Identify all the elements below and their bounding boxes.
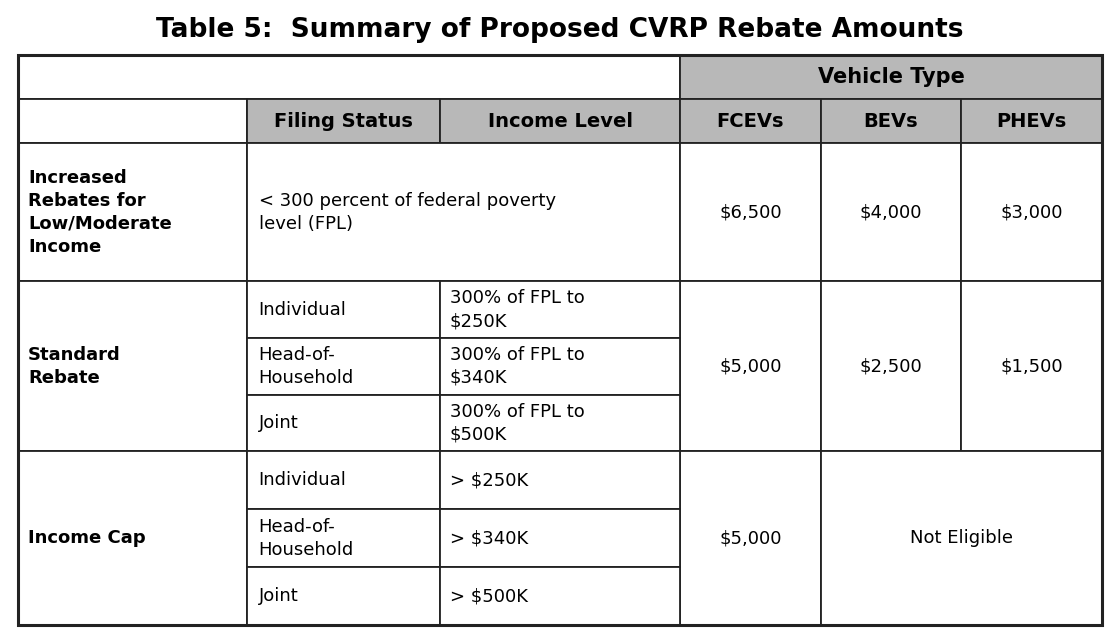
Text: > $500K: > $500K (450, 587, 528, 605)
Bar (680, 144, 821, 281)
Bar (246, 144, 680, 281)
Text: Filing Status: Filing Status (273, 112, 412, 131)
Text: $5,000: $5,000 (719, 529, 782, 547)
Bar (821, 144, 961, 281)
Bar (680, 55, 1102, 99)
Text: > $340K: > $340K (450, 529, 529, 547)
Bar (440, 281, 680, 338)
Bar (246, 510, 440, 567)
Bar (246, 99, 440, 144)
Bar (18, 451, 246, 625)
Bar (18, 99, 246, 144)
Text: $1,500: $1,500 (1000, 358, 1063, 375)
Bar (18, 144, 246, 281)
Text: Income Level: Income Level (487, 112, 633, 131)
Text: Income Cap: Income Cap (28, 529, 146, 547)
Text: 300% of FPL to
$500K: 300% of FPL to $500K (450, 403, 585, 444)
Bar (246, 395, 440, 451)
Bar (961, 144, 1102, 281)
Bar (440, 99, 680, 144)
Text: Joint: Joint (259, 587, 298, 605)
Text: 300% of FPL to
$340K: 300% of FPL to $340K (450, 346, 585, 387)
Bar (440, 567, 680, 625)
Bar (440, 395, 680, 451)
Text: BEVs: BEVs (864, 112, 918, 131)
Text: Increased
Rebates for
Low/Moderate
Income: Increased Rebates for Low/Moderate Incom… (28, 169, 171, 256)
Text: Not Eligible: Not Eligible (909, 529, 1012, 547)
Text: $2,500: $2,500 (860, 358, 923, 375)
Bar (246, 451, 440, 510)
Text: Individual: Individual (259, 472, 346, 489)
Bar (440, 451, 680, 510)
Bar (680, 99, 821, 144)
Bar (821, 99, 961, 144)
Text: Standard
Rebate: Standard Rebate (28, 346, 121, 387)
Text: < 300 percent of federal poverty
level (FPL): < 300 percent of federal poverty level (… (259, 192, 556, 233)
Text: $6,500: $6,500 (719, 203, 782, 222)
Bar (440, 338, 680, 395)
Bar (680, 281, 821, 451)
Text: Table 5:  Summary of Proposed CVRP Rebate Amounts: Table 5: Summary of Proposed CVRP Rebate… (157, 17, 963, 43)
Bar (246, 338, 440, 395)
Bar (18, 281, 246, 451)
Text: Vehicle Type: Vehicle Type (818, 67, 964, 87)
Text: 300% of FPL to
$250K: 300% of FPL to $250K (450, 289, 585, 330)
Bar (246, 281, 440, 338)
Text: $5,000: $5,000 (719, 358, 782, 375)
Text: $4,000: $4,000 (860, 203, 922, 222)
Text: $3,000: $3,000 (1000, 203, 1063, 222)
Text: > $250K: > $250K (450, 472, 529, 489)
Text: Head-of-
Household: Head-of- Household (259, 518, 354, 559)
Bar (680, 451, 821, 625)
Text: Individual: Individual (259, 301, 346, 318)
Text: PHEVs: PHEVs (997, 112, 1067, 131)
Bar (961, 99, 1102, 144)
Bar (246, 567, 440, 625)
Bar (440, 510, 680, 567)
Bar (961, 281, 1102, 451)
Bar (18, 55, 680, 99)
Text: Head-of-
Household: Head-of- Household (259, 346, 354, 387)
Text: Joint: Joint (259, 414, 298, 432)
Bar (821, 451, 1102, 625)
Bar (821, 281, 961, 451)
Text: FCEVs: FCEVs (717, 112, 784, 131)
